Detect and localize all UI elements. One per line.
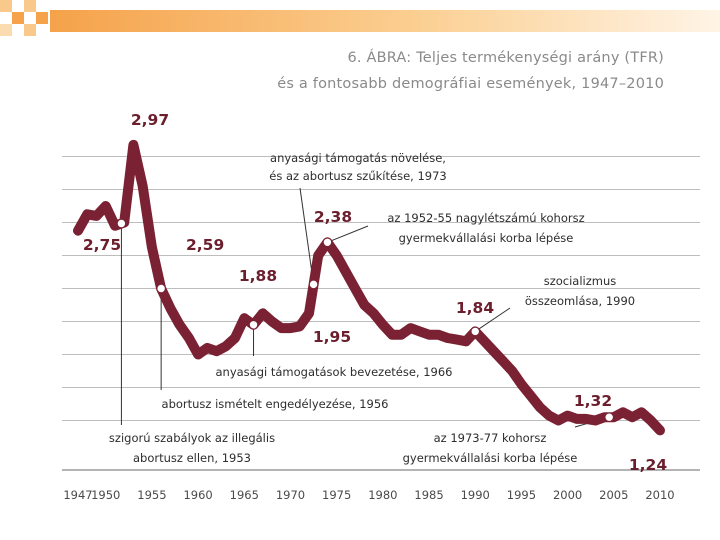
annotation-text: abortusz ellen, 1953 [133,451,251,465]
event-marker [323,238,332,247]
value-label: 1,32 [574,392,612,410]
value-label: 1,84 [456,299,494,317]
x-tick-label: 1965 [230,488,259,502]
header-square [12,12,24,24]
annotation-text: az 1973-77 kohorsz [434,431,547,445]
event-marker [309,280,318,289]
event-marker [117,219,126,228]
header-square [0,24,12,36]
x-tick-label: 1990 [461,488,490,502]
value-label: 2,75 [83,236,121,254]
value-label: 2,38 [314,208,352,226]
annotation-text: gyermekvállalási korba lépése [399,231,574,245]
grid-lines [62,156,700,471]
event-marker [605,413,613,421]
annotation-text: anyasági támogatások bevezetése, 1966 [215,365,452,379]
x-tick-label: 1980 [368,488,397,502]
x-tick-label: 1970 [276,488,305,502]
value-labels: 2,97 2,75 2,59 1,88 1,95 2,38 1,84 1,32 1,24 [83,111,667,474]
decorative-header-band [0,0,720,36]
header-square [36,12,48,24]
annotation-leader-lines [120,187,610,428]
x-tick-label: 2000 [553,488,582,502]
annotation-text: anyasági támogatás növelése, [270,151,446,165]
annotation-text: és az abortusz szűkítése, 1973 [269,169,446,183]
annotation-text: összeomlása, 1990 [525,294,635,308]
x-tick-label: 2005 [599,488,628,502]
header-square [24,0,36,12]
leader-line [327,225,369,243]
leader-line [474,307,511,332]
x-tick-label: 1995 [507,488,536,502]
x-tick-label: 1950 [91,488,120,502]
event-marker [249,321,258,329]
x-tick-label: 1955 [137,488,166,502]
value-label: 2,59 [186,236,224,254]
x-tick-label: 1975 [322,488,351,502]
event-marker [471,327,479,336]
series-layer [73,139,665,436]
value-label: 1,95 [313,328,351,346]
chart-title-line-2: és a fontosabb demográfiai események, 19… [277,76,664,92]
header-square [0,0,12,12]
annotation-text: az 1952-55 nagylétszámú kohorsz [387,211,584,225]
value-label: 1,88 [239,267,277,285]
annotation-texts: anyasági támogatás növelése, és az abortu… [109,151,635,465]
annotation-text: szigorú szabályok az illegális [109,431,275,445]
chart-title-line-1: 6. ÁBRA: Teljes termékenységi arány (TFR… [347,50,664,66]
annotation-text: abortusz ismételt engedélyezése, 1956 [162,397,389,411]
x-tick-label: 1947 [63,488,92,502]
x-tick-label: 1960 [183,488,212,502]
x-tick-label: 1985 [414,488,443,502]
header-gradient-bar [50,10,720,32]
header-square [24,24,36,36]
value-label: 2,97 [131,111,169,129]
annotation-text: szocializmus [544,274,617,288]
event-markers [117,219,613,421]
event-marker [157,284,165,293]
value-label: 1,24 [629,456,667,474]
tfr-series-line [73,139,665,436]
annotation-text: gyermekvállalási korba lépése [403,451,578,465]
x-tick-label: 2010 [645,488,674,502]
